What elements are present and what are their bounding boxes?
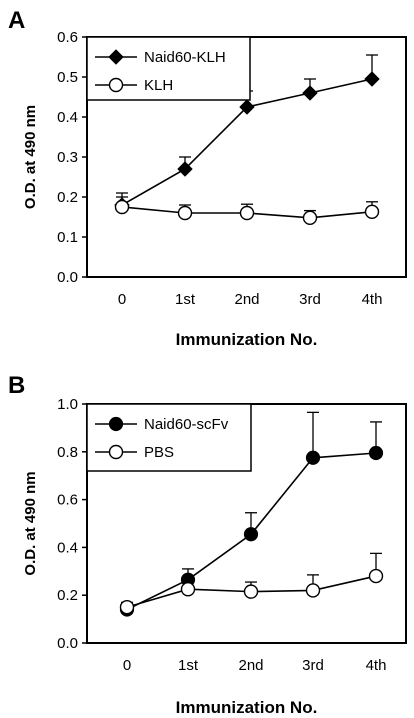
- y-tick-label: 0.3: [57, 149, 78, 166]
- y-axis-label: O.D. at 490 nm: [22, 471, 39, 575]
- y-tick-label: 0.1: [57, 229, 78, 246]
- x-tick-label: 2nd: [238, 657, 263, 674]
- x-tick-label: 3rd: [299, 291, 321, 308]
- y-tick-label: 0.6: [57, 29, 78, 46]
- legend-label: Naid60-scFv: [144, 416, 229, 433]
- data-point: [177, 161, 193, 177]
- x-tick-label: 0: [123, 657, 131, 674]
- data-point: [239, 99, 255, 115]
- x-axis-label: Immunization No.: [176, 330, 318, 349]
- x-tick-label: 0: [118, 291, 126, 308]
- data-point: [302, 210, 318, 226]
- x-tick-label: 1st: [175, 291, 196, 308]
- legend-label: Naid60-KLH: [144, 49, 226, 66]
- legend-marker: [108, 444, 124, 460]
- x-tick-label: 4th: [366, 657, 387, 674]
- series-2: [119, 552, 384, 615]
- data-point: [368, 568, 384, 584]
- legend-label: PBS: [144, 444, 174, 461]
- y-tick-label: 0.2: [57, 189, 78, 206]
- panel-a: A 0.0 0.1 0.2 0.3 0.4 0.5 0.6 0 1st 2nd 3rd 4th Immun…: [8, 7, 407, 349]
- y-tick-label: 1.0: [57, 396, 78, 413]
- legend-marker: [108, 49, 124, 65]
- data-point: [364, 71, 380, 87]
- panel-letter: A: [8, 7, 25, 34]
- data-point: [368, 445, 384, 461]
- data-point: [243, 584, 259, 599]
- x-tick-label: 2nd: [234, 291, 259, 308]
- data-point: [177, 205, 193, 221]
- y-tick-label: 0.0: [57, 269, 78, 286]
- data-point: [119, 599, 135, 615]
- data-point: [180, 582, 196, 597]
- y-tick-label: 0.4: [57, 109, 78, 126]
- legend-marker: [108, 77, 124, 93]
- data-point: [243, 527, 259, 542]
- panel-b: B 0.0 0.2 0.4 0.6 0.8 1.0 0 1st 2nd 3rd 4th Immuniza…: [8, 372, 407, 717]
- y-tick-label: 0.6: [57, 492, 78, 509]
- data-point: [302, 85, 318, 101]
- legend-marker: [108, 416, 124, 432]
- data-point: [305, 450, 321, 465]
- y-tick-label: 0.0: [57, 635, 78, 652]
- y-tick-label: 0.8: [57, 444, 78, 461]
- data-point: [364, 204, 380, 220]
- data-point: [114, 199, 130, 215]
- data-point: [305, 583, 321, 598]
- x-axis-label: Immunization No.: [176, 698, 318, 717]
- panel-letter: B: [8, 372, 25, 399]
- y-tick-label: 0.4: [57, 539, 78, 556]
- legend-label: KLH: [144, 77, 173, 94]
- legend-box: [86, 403, 252, 472]
- x-tick-label: 3rd: [302, 657, 324, 674]
- y-tick-label: 0.2: [57, 587, 78, 604]
- data-point: [239, 205, 255, 221]
- y-axis-label: O.D. at 490 nm: [22, 105, 39, 209]
- series-2: [114, 196, 380, 226]
- x-tick-label: 4th: [362, 291, 383, 308]
- x-tick-label: 1st: [178, 657, 199, 674]
- y-tick-label: 0.5: [57, 69, 78, 86]
